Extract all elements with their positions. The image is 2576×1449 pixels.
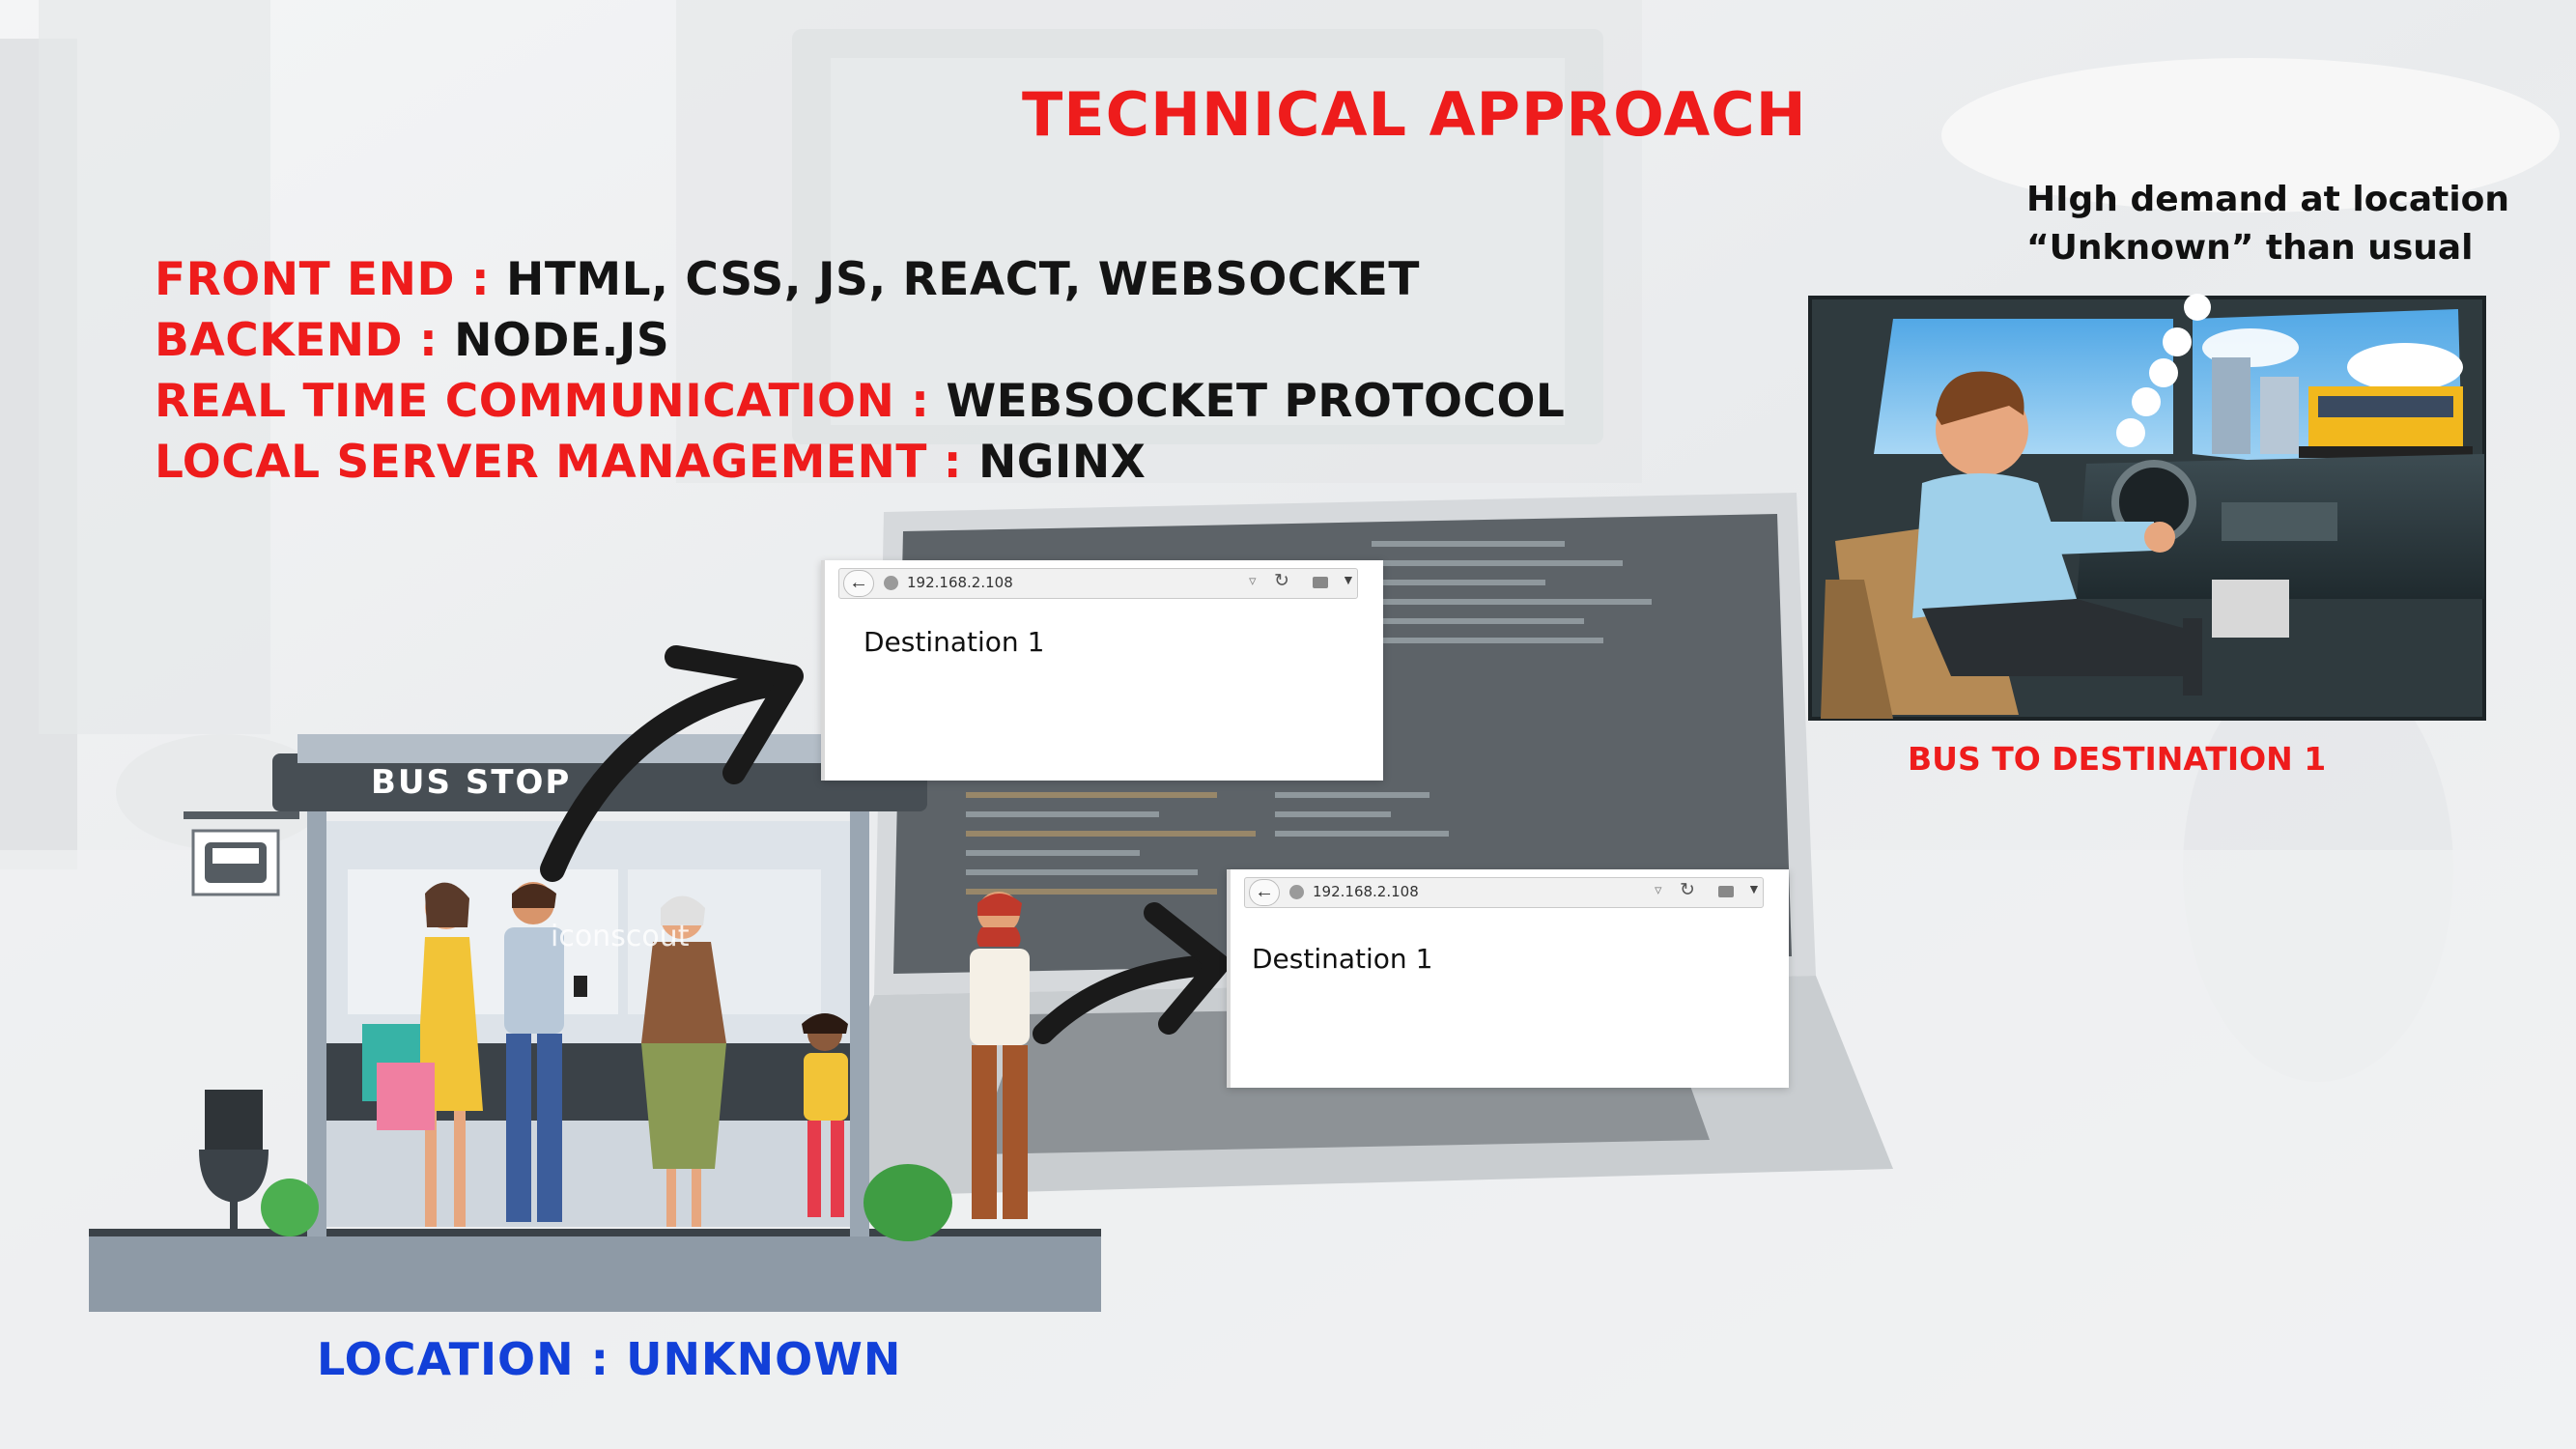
addon-icon[interactable] (1718, 886, 1734, 897)
url-text[interactable]: 192.168.2.108 (1313, 883, 1419, 900)
back-arrow-icon[interactable]: ← (843, 570, 874, 597)
globe-icon (1289, 885, 1304, 899)
tech-stack-value: NGINX (977, 436, 1146, 489)
watermark: iconscout (551, 920, 690, 953)
back-arrow-icon[interactable]: ← (1249, 879, 1280, 906)
reload-icon[interactable]: ↻ (1680, 880, 1695, 900)
dropdown-icon[interactable]: ▿ (1655, 882, 1662, 898)
tech-stack-row: REAL TIME COMMUNICATION : WEBSOCKET PROT… (155, 371, 1565, 432)
menu-arrow-icon[interactable]: ▼ (1747, 881, 1761, 896)
location-label: LOCATION : UNKNOWN (317, 1333, 902, 1385)
tech-stack-label: FRONT END (155, 253, 455, 306)
tech-stack-value: NODE.JS (454, 314, 670, 367)
page-content: Destination 1 (863, 626, 1045, 658)
dropdown-icon[interactable]: ▿ (1249, 573, 1257, 589)
address-bar[interactable]: ← 192.168.2.108 ▿ ↻ ▼ (838, 568, 1358, 599)
arrow-icon (1033, 902, 1230, 1044)
window-edge (1227, 869, 1231, 1088)
addon-icon[interactable] (1313, 577, 1328, 588)
tech-stack-separator: : (894, 375, 947, 428)
bus-stop-sign: BUS STOP (371, 763, 572, 802)
page-content: Destination 1 (1252, 943, 1433, 975)
browser-window: ← 192.168.2.108 ▿ ↻ ▼ Destination 1 (821, 560, 1383, 781)
address-bar[interactable]: ← 192.168.2.108 ▿ ↻ ▼ (1244, 877, 1764, 908)
bus-driver-illustration (1808, 294, 2486, 721)
url-text[interactable]: 192.168.2.108 (907, 574, 1013, 591)
tech-stack-row: FRONT END : HTML, CSS, JS, REACT, WEBSOC… (155, 249, 1565, 310)
tech-stack-label: REAL TIME COMMUNICATION (155, 375, 895, 428)
tech-stack-value: HTML, CSS, JS, REACT, WEBSOCKET (506, 253, 1420, 306)
window-edge (821, 560, 825, 781)
tech-stack-label: LOCAL SERVER MANAGEMENT (155, 436, 927, 489)
tech-stack-list: FRONT END : HTML, CSS, JS, REACT, WEBSOC… (155, 249, 1565, 493)
browser-window: ← 192.168.2.108 ▿ ↻ ▼ Destination 1 (1227, 869, 1789, 1088)
tech-stack-separator: : (454, 253, 506, 306)
bus-stop-illustration (89, 734, 1101, 1312)
tech-stack-separator: : (926, 436, 978, 489)
tech-stack-label: BACKEND (155, 314, 404, 367)
globe-icon (884, 576, 898, 590)
menu-arrow-icon[interactable]: ▼ (1342, 572, 1355, 587)
arrow-icon (540, 645, 804, 882)
tech-stack-row: BACKEND : NODE.JS (155, 310, 1565, 371)
thought-bubble-text: HIgh demand at location “Unknown” than u… (2026, 180, 2510, 268)
tech-stack-value: WEBSOCKET PROTOCOL (946, 375, 1566, 428)
tech-stack-separator: : (403, 314, 455, 367)
tech-stack-row: LOCAL SERVER MANAGEMENT : NGINX (155, 432, 1565, 493)
bus-caption: BUS TO DESTINATION 1 (1908, 740, 2327, 778)
reload-icon[interactable]: ↻ (1274, 571, 1289, 591)
page-title: TECHNICAL APPROACH (1022, 79, 1807, 150)
